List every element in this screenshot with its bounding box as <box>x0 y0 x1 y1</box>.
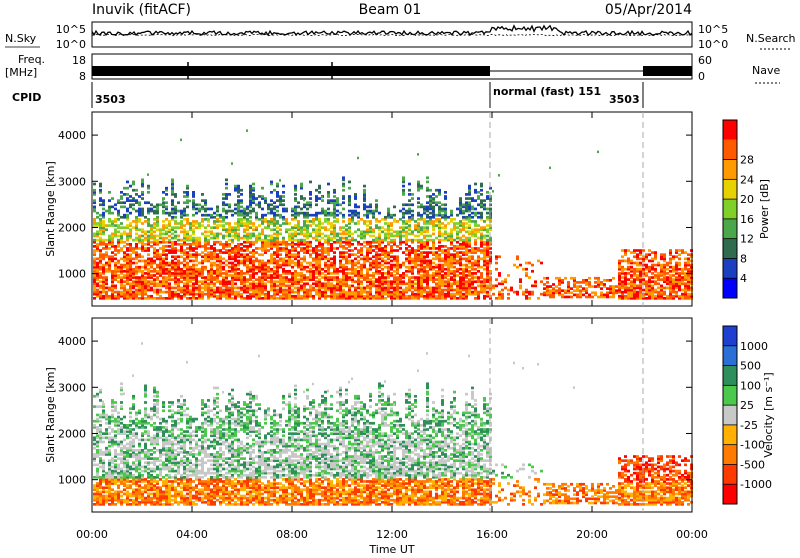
colorbar-swatch <box>723 258 737 278</box>
y-tick-label: 4000 <box>58 129 86 142</box>
x-tick-label: 04:00 <box>176 528 208 541</box>
station-title: Inuvik (fitACF) <box>92 2 191 18</box>
x-tick-label: 12:00 <box>376 528 408 541</box>
x-tick-label: 20:00 <box>576 528 608 541</box>
cpid-label: CPID <box>12 91 41 104</box>
velocity-panel: 1000 2000 3000 4000 Slant Range [km] 1000 50… <box>44 318 775 512</box>
cpid-segment-3: 3503 <box>609 93 640 106</box>
colorbar-tick-label: 500 <box>740 360 761 373</box>
beam-label: Beam 01 <box>359 2 422 18</box>
cpid-panel: CPID 3503 normal (fast) 151 3503 <box>12 82 643 108</box>
colorbar-swatch <box>723 219 737 239</box>
colorbar-tick-label: 25 <box>740 399 754 412</box>
nsearch-tick-bottom: 10^0 <box>698 38 728 51</box>
colorbar-swatch <box>723 239 737 259</box>
nave-tick-top: 60 <box>698 54 712 67</box>
y-tick-label: 3000 <box>58 381 86 394</box>
freq-band-2 <box>643 66 692 76</box>
colorbar-swatch <box>723 405 737 425</box>
colorbar-tick-label: -1000 <box>740 478 772 491</box>
colorbar-swatch <box>723 278 737 298</box>
colorbar-tick-label: -500 <box>740 458 765 471</box>
colorbar-tick-label: 24 <box>740 173 754 186</box>
colorbar-swatch <box>723 484 737 504</box>
colorbar-swatch <box>723 385 737 405</box>
colorbar-swatch <box>723 346 737 366</box>
nsearch-label: N.Search <box>746 32 796 45</box>
y-tick-label: 2000 <box>58 221 86 234</box>
colorbar-swatch <box>723 140 737 160</box>
colorbar-swatch <box>723 179 737 199</box>
y-tick-label: 4000 <box>58 335 86 348</box>
freq-band-1 <box>92 66 490 76</box>
nsky-tick-top: 10^5 <box>56 23 86 36</box>
power-panel: 1000 2000 3000 4000 Slant Range [km] 4 8 12 16… <box>44 112 771 306</box>
colorbar-swatch <box>723 425 737 445</box>
y-tick-label: 3000 <box>58 175 86 188</box>
freq-label-2: [MHz] <box>5 66 37 79</box>
colorbar-swatch <box>723 160 737 180</box>
y-tick-label: 2000 <box>58 427 86 440</box>
colorbar-tick-label: 20 <box>740 193 754 206</box>
date-label: 05/Apr/2014 <box>605 2 692 18</box>
freq-panel: Freq. [MHz] 18 8 60 0 Nave <box>5 53 780 83</box>
velocity-colorbar-label: Velocity [m s⁻¹] <box>762 372 775 457</box>
power-y-label: Slant Range [km] <box>44 161 57 257</box>
nsky-tick-bottom: 10^0 <box>56 38 86 51</box>
freq-tick-top: 18 <box>72 54 86 67</box>
nave-tick-bottom: 0 <box>698 70 705 83</box>
nsky-label: N.Sky <box>5 32 37 45</box>
colorbar-swatch <box>723 120 737 140</box>
velocity-y-label: Slant Range [km] <box>44 367 57 463</box>
power-colorbar-label: Power [dB] <box>758 179 771 239</box>
colorbar-tick-label: 12 <box>740 233 754 246</box>
freq-label-1: Freq. <box>18 53 45 66</box>
cpid-segment-1: 3503 <box>95 93 126 106</box>
colorbar-tick-label: 8 <box>740 252 747 265</box>
y-tick-label: 1000 <box>58 474 86 487</box>
colorbar-swatch <box>723 366 737 386</box>
y-tick-label: 1000 <box>58 268 86 281</box>
nave-label: Nave <box>752 64 780 77</box>
x-tick-label: 16:00 <box>476 528 508 541</box>
colorbar-swatch <box>723 445 737 465</box>
colorbar-tick-label: -25 <box>740 419 758 432</box>
colorbar-swatch <box>723 464 737 484</box>
x-tick-label: 00:00 <box>76 528 108 541</box>
colorbar-tick-label: 16 <box>740 213 754 226</box>
x-tick-label: 00:00 <box>676 528 708 541</box>
colorbar-tick-label: 100 <box>740 379 761 392</box>
colorbar-swatch <box>723 326 737 346</box>
colorbar-swatch <box>723 199 737 219</box>
nsky-panel: N.Sky 10^5 10^0 10^5 10^0 N.Search <box>5 22 796 51</box>
colorbar-tick-label: 28 <box>740 154 754 167</box>
x-axis-label: Time UT <box>368 543 414 554</box>
colorbar-tick-label: 4 <box>740 272 747 285</box>
x-tick-label: 08:00 <box>276 528 308 541</box>
nsearch-tick-top: 10^5 <box>698 23 728 36</box>
colorbar-tick-label: 1000 <box>740 340 768 353</box>
cpid-segment-2: normal (fast) 151 <box>493 85 601 98</box>
freq-tick-bottom: 8 <box>79 70 86 83</box>
